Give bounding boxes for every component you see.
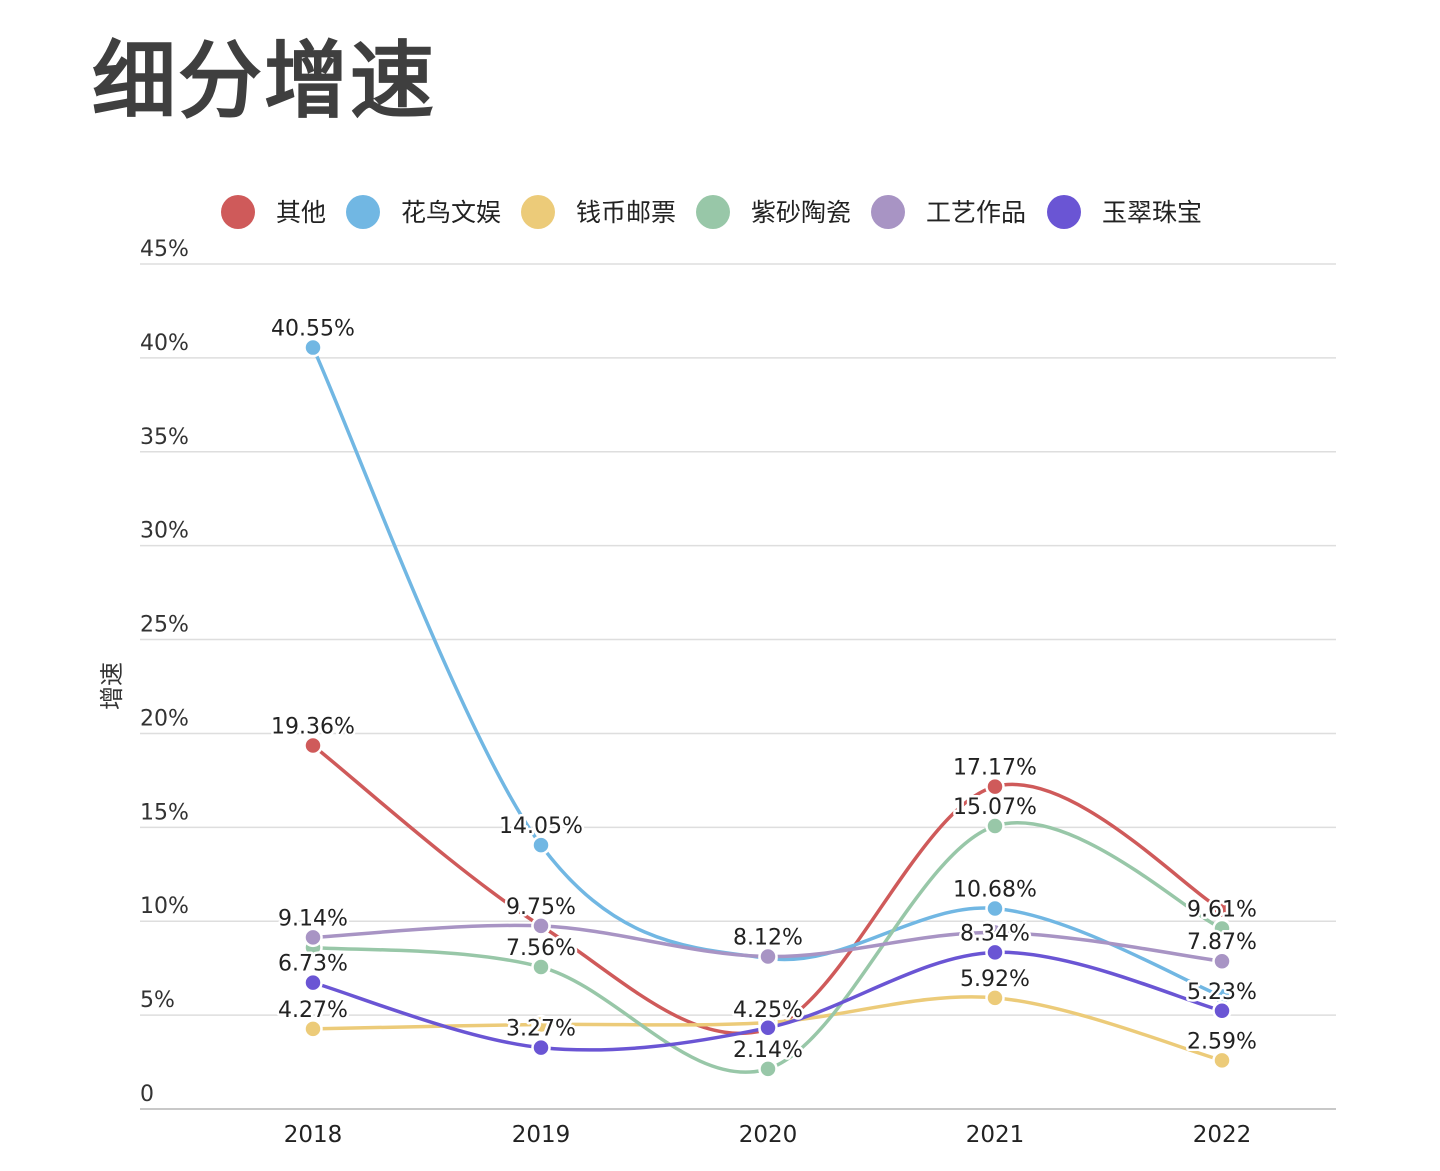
legend-label: 工艺作品 [926,198,1026,227]
series-line [311,821,1224,1074]
data-label: 7.56% [506,936,576,961]
data-point [531,835,551,855]
data-label: 8.34% [960,921,1030,946]
data-label: 2.59% [1187,1029,1257,1054]
data-point [1212,1050,1232,1071]
data-point [531,916,551,936]
page-title: 细分增速 [92,32,437,130]
legend-label: 玉翠珠宝 [1102,198,1202,227]
y-tick-label: 35% [140,425,189,450]
data-point [985,922,1005,943]
data-label: 4.25% [733,998,803,1023]
data-point [303,735,323,756]
data-point [1212,918,1232,939]
y-tick-label: 10% [140,894,189,919]
data-label: 14.05% [499,814,583,839]
legend-label: 花鸟文娱 [401,198,501,227]
data-point [985,898,1005,919]
y-tick-label: 20% [140,706,189,731]
data-label: 5.23% [1187,980,1257,1005]
data-point [303,337,323,358]
data-label: 6.73% [278,952,348,977]
x-tick-label: 2018 [284,1122,343,1148]
y-tick-label: 15% [140,800,189,825]
x-tick-label: 2021 [966,1122,1025,1148]
data-point [985,776,1005,797]
y-tick-label: 30% [140,519,189,544]
data-label: 4.27% [278,998,348,1023]
data-point [303,927,323,948]
legend-marker [696,195,730,229]
data-point [303,972,323,993]
data-label: 3.27% [506,1017,576,1042]
data-point [758,1059,778,1079]
data-label: 5.92% [960,967,1030,992]
legend-label: 其他 [276,198,326,227]
legend-marker [346,195,380,229]
data-point [985,816,1005,836]
legend-label: 紫砂陶瓷 [751,198,851,227]
data-label: 9.14% [278,906,348,931]
legend-marker [1047,195,1081,229]
y-tick-label: 40% [140,331,189,356]
data-point [1212,951,1232,971]
data-point [1212,900,1232,920]
y-axis-title: 增速 [98,662,126,710]
data-point [303,1019,323,1039]
x-tick-label: 2020 [739,1122,798,1148]
x-tick-label: 2019 [512,1122,571,1148]
series-line [311,345,1224,999]
y-tick-label: 0 [140,1082,154,1107]
data-point [1212,1001,1232,1021]
data-label: 9.75% [506,895,576,920]
data-label: 15.07% [953,795,1037,820]
data-label: 10.68% [953,877,1037,902]
data-point [985,942,1005,963]
data-label: 19.36% [271,714,355,739]
y-tick-label: 45% [140,237,189,262]
legend-marker [521,195,555,229]
data-label: 8.12% [733,926,803,951]
data-point [758,946,778,967]
y-tick-label: 25% [140,613,189,638]
data-point [531,1014,551,1035]
legend-label: 钱币邮票 [576,198,676,227]
data-label: 17.17% [953,756,1037,781]
data-point [758,1017,778,1038]
data-point [531,1037,551,1058]
y-tick-label: 5% [140,988,175,1013]
legend-marker [871,195,905,229]
series-line [311,743,1224,1036]
legend-marker [221,195,255,229]
data-label: 9.61% [1187,898,1257,923]
data-label: 2.14% [733,1038,803,1063]
data-point [531,957,551,977]
x-tick-label: 2022 [1193,1122,1252,1148]
data-label: 40.55% [271,317,355,342]
data-label: 7.87% [1187,930,1257,955]
data-point [985,988,1005,1008]
